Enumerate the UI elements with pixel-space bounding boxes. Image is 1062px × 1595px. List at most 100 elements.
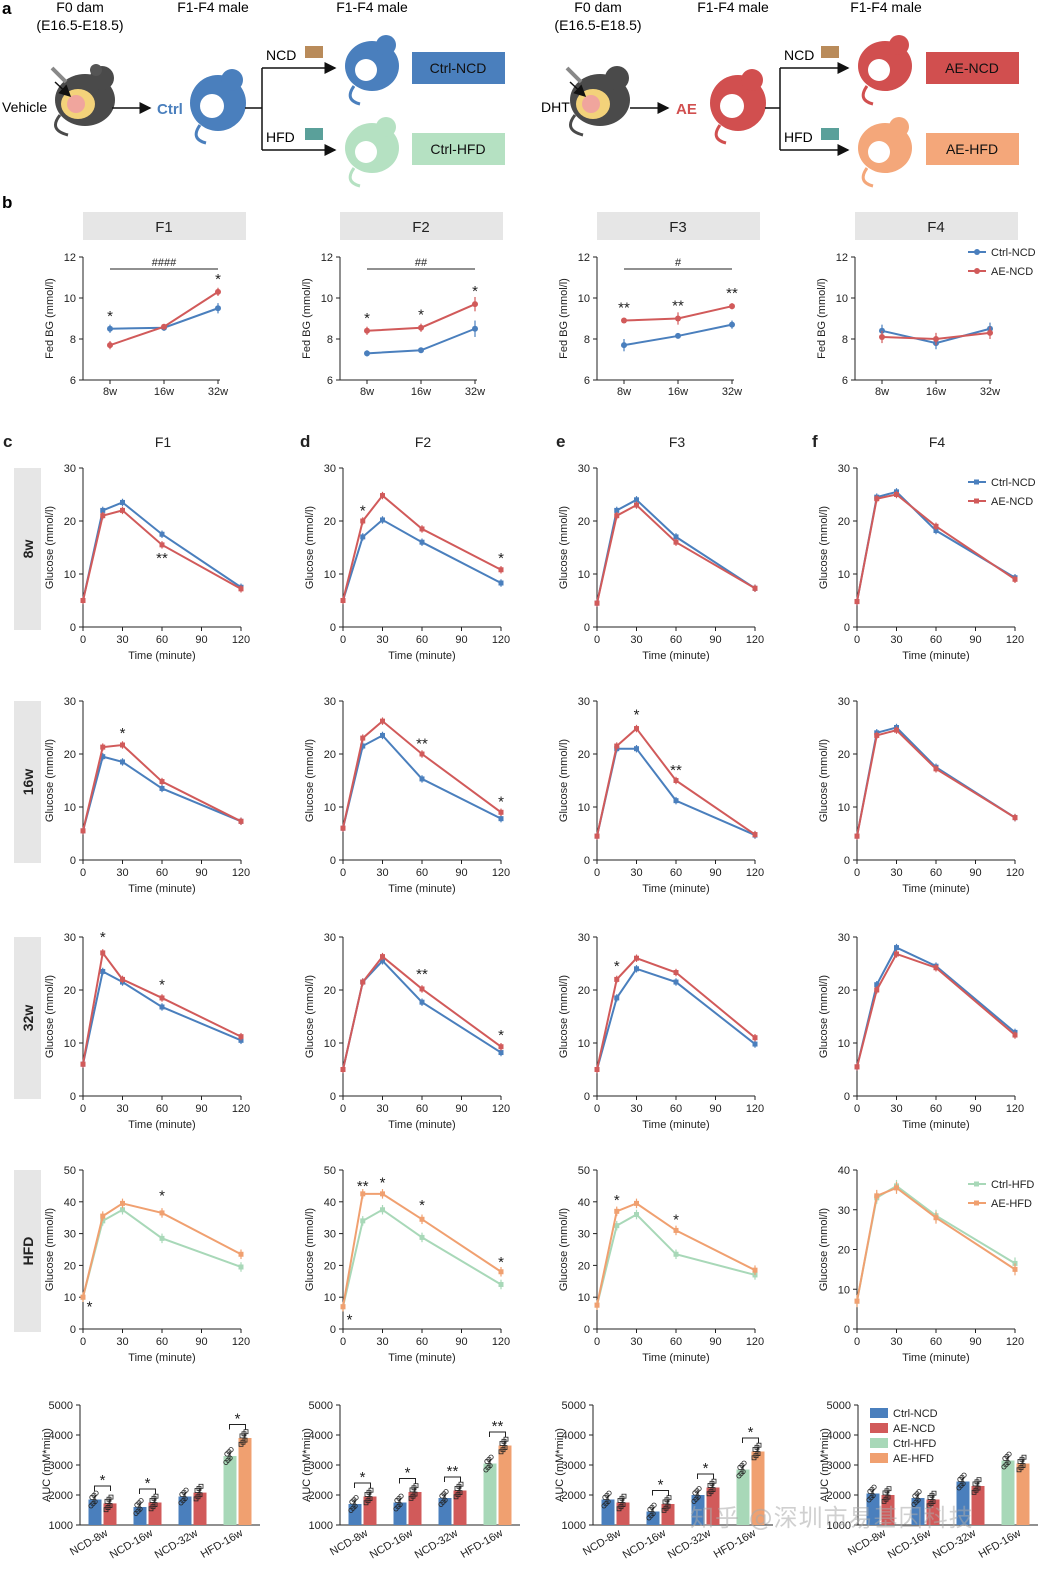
x-tick-label: 32w	[980, 386, 1000, 398]
y-axis-label: Glucose (mmol/l)	[304, 506, 316, 589]
bar	[498, 1445, 512, 1525]
y-tick-label: 30	[324, 932, 336, 944]
sample-point	[621, 1493, 627, 1499]
data-point	[498, 1269, 504, 1275]
significance-bracket	[742, 1437, 759, 1443]
significance-star: **	[447, 1463, 459, 1480]
generation-title: F3	[669, 434, 686, 450]
bar	[103, 1503, 117, 1525]
data-point	[238, 818, 244, 824]
data-point	[238, 586, 244, 592]
legend-swatch	[870, 1453, 888, 1463]
data-point	[498, 809, 504, 815]
data-point	[340, 1067, 346, 1072]
bar	[911, 1498, 925, 1525]
sample-point	[227, 1455, 233, 1461]
sample-point	[605, 1499, 611, 1505]
legend-label: Ctrl-HFD	[893, 1438, 936, 1450]
data-point	[1012, 1032, 1018, 1038]
data-point	[360, 518, 366, 524]
x-tick-label: 30	[376, 1103, 388, 1115]
data-point	[360, 1191, 366, 1197]
data-point	[752, 1035, 758, 1041]
sample-point	[976, 1477, 982, 1483]
x-tick-label: 0	[594, 634, 600, 646]
x-axis-label: Time (minute)	[128, 1352, 195, 1364]
f1-label: F1-F4 male	[177, 0, 249, 15]
data-point	[1012, 1266, 1018, 1272]
x-tick-label: 60	[670, 634, 682, 646]
data-point	[100, 968, 106, 974]
data-point	[120, 1207, 125, 1213]
data-point	[360, 979, 366, 985]
y-axis-label: Glucose (mmol/l)	[304, 1208, 316, 1291]
diet-hfd-label: HFD	[266, 129, 295, 145]
significance-star: *	[100, 929, 106, 946]
x-tick-label: 32w	[722, 386, 742, 398]
data-point	[874, 982, 880, 988]
sample-point	[915, 1497, 921, 1503]
data-point	[634, 966, 639, 972]
sample-point	[606, 1490, 612, 1496]
data-point	[159, 1235, 165, 1241]
y-tick-label: 0	[330, 622, 336, 634]
y-tick-label: 1000	[827, 1520, 851, 1532]
significance-star: *	[748, 1424, 754, 1441]
data-point	[100, 507, 106, 513]
data-point	[360, 1218, 366, 1224]
sample-point	[665, 1503, 671, 1509]
legend-label: AE-HFD	[893, 1453, 934, 1465]
y-tick-label: 10	[838, 802, 850, 814]
sample-point	[741, 1460, 747, 1466]
data-point	[120, 742, 125, 748]
sample-point	[183, 1487, 189, 1493]
y-axis-label: Glucose (mmol/l)	[558, 1208, 570, 1291]
data-point	[120, 499, 125, 505]
x-tick-label: 16w	[411, 386, 431, 398]
x-tick-label: 0	[80, 1336, 86, 1348]
series-line	[342, 1208, 502, 1307]
sample-point	[228, 1447, 234, 1453]
data-point	[854, 599, 860, 605]
x-tick-label: 30	[116, 1336, 128, 1348]
bar	[736, 1469, 750, 1525]
x-tick-label: 60	[156, 634, 168, 646]
x-tick-label: 16w	[668, 386, 688, 398]
x-tick-label: 30	[890, 1103, 902, 1115]
y-tick-label: 30	[838, 463, 850, 475]
dam-mouse-icon	[54, 64, 115, 137]
data-point	[120, 759, 125, 765]
gtt-chart: 0 10 20 30 40 50 0 30 60 90 120 Glucose (mmol/l) Tim…	[304, 1165, 510, 1364]
data-point	[159, 1210, 165, 1216]
y-tick-label: 0	[330, 855, 336, 867]
data-point	[894, 492, 899, 497]
x-tick-label: 120	[746, 1103, 764, 1115]
generation-title: F4	[927, 219, 945, 236]
significance-star: **	[492, 1418, 504, 1435]
dam-mouse-icon	[569, 66, 630, 137]
y-tick-label: 30	[838, 932, 850, 944]
significance-star: *	[360, 1469, 366, 1486]
data-point	[594, 1067, 600, 1072]
gtt-chart: 0 10 20 30 0 30 60 90 120 Glucose (mmol/l) Time (m…	[304, 463, 510, 662]
y-axis-label: Glucose (mmol/l)	[44, 739, 56, 822]
gtt-chart: 0 10 20 30 0 30 60 90 120 Glucose (mmol/l) Time (m…	[818, 463, 1036, 662]
sample-point	[242, 1437, 248, 1443]
data-point	[80, 828, 86, 834]
data-point	[364, 350, 370, 357]
bar	[178, 1496, 192, 1525]
x-tick-label: 120	[1006, 634, 1024, 646]
data-point	[472, 325, 478, 332]
significance-bracket	[229, 1424, 246, 1430]
x-tick-label: 0	[340, 867, 346, 879]
y-tick-label: 20	[64, 985, 76, 997]
y-axis-label: Glucose (mmol/l)	[818, 975, 830, 1058]
data-point	[752, 585, 758, 591]
sample-point	[152, 1502, 158, 1507]
significance-star: *	[498, 1254, 504, 1271]
f1-label-2: F1-F4 male	[850, 0, 922, 15]
sample-point	[711, 1478, 717, 1484]
y-tick-label: 20	[324, 1260, 336, 1272]
data-point	[161, 323, 167, 330]
generation-title: F4	[929, 434, 946, 450]
